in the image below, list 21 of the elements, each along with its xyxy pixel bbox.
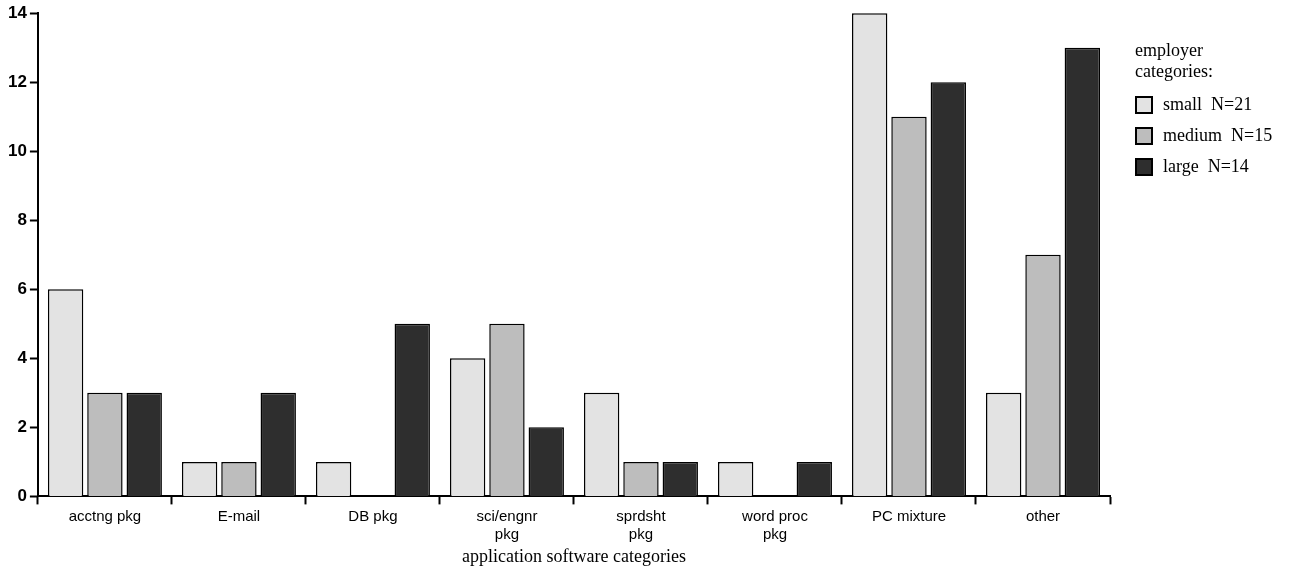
y-tick-label: 2 <box>17 417 27 437</box>
legend-label: small N=21 <box>1163 94 1253 115</box>
x-tick-label: acctng pkg <box>68 506 142 524</box>
x-tick-label: E-mail <box>217 506 261 524</box>
x-axis-title: application software categories <box>462 545 686 566</box>
legend-label: large N=14 <box>1163 156 1249 177</box>
y-tick-label: 14 <box>7 2 28 22</box>
y-tick-label: 0 <box>17 486 27 506</box>
y-tick-label: 12 <box>7 71 27 91</box>
x-tick-label: sprdsht pkg <box>616 506 667 542</box>
legend-title: employer categories: <box>1135 40 1214 82</box>
y-tick-label: 8 <box>17 209 27 229</box>
y-tick-label: 4 <box>17 348 28 368</box>
y-tick-label: 6 <box>17 279 27 298</box>
x-tick-label: sci/engnr pkg <box>476 506 538 542</box>
legend-label: medium N=15 <box>1163 125 1273 146</box>
x-tick-label: other <box>1025 506 1061 524</box>
x-tick-label: PC mixture <box>871 506 947 524</box>
x-tick-label: DB pkg <box>348 506 398 524</box>
x-tick-label: word proc pkg <box>741 506 809 542</box>
y-tick-label: 10 <box>7 140 27 160</box>
